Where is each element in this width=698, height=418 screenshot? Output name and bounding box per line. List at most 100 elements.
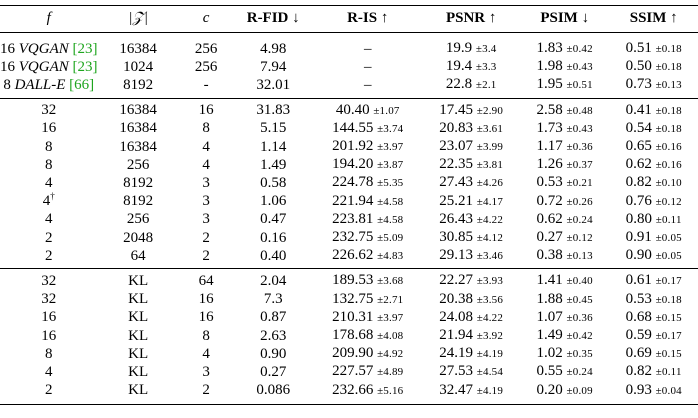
table-row: 4 256 3 0.47 223.81 ±4.58 26.43 ±4.22 0.62 ±0.…: [0, 211, 698, 229]
header-ssim: SSIM ↑: [629, 10, 678, 27]
cell-f: 4: [45, 363, 53, 380]
cell-z: 64: [130, 247, 146, 264]
cell-z: 8192: [123, 193, 154, 210]
cell-ssim: 0.68 ±0.15: [625, 308, 682, 325]
cell-c: 16: [198, 102, 214, 119]
cell-psim: 0.72 ±0.26: [536, 192, 593, 209]
table-row: 16 KL 16 0.87 210.31 ±3.97 24.08 ±4.22 1.07 ±0…: [0, 309, 698, 327]
cell-rfid: 1.06: [260, 193, 287, 210]
cell-z: 16384: [119, 102, 157, 119]
citation-link[interactable]: [23]: [72, 58, 98, 75]
cell-c: -: [203, 76, 209, 93]
cell-psnr: 19.9 ±3.4: [445, 40, 497, 56]
cell-ris: 144.55 ±3.74: [332, 119, 404, 136]
cell-rfid: 5.15: [260, 120, 287, 137]
table-row: 8 KL 4 0.90 209.90 ±4.92 24.19 ±4.19 1.02 ±0.3…: [0, 345, 698, 363]
cell-ssim: 0.51 ±0.18: [625, 40, 682, 56]
cell-f: 2: [45, 382, 53, 399]
table-row: 16 KL 8 2.63 178.68 ±4.08 21.94 ±3.92 1.49 ±0.…: [0, 327, 698, 345]
table-row: 2 KL 2 0.086 232.66 ±5.16 32.47 ±4.19 0.20 ±0.…: [0, 382, 698, 405]
header-psnr: PSNR ↑: [445, 10, 497, 27]
cell-ssim: 0.54 ±0.18: [625, 119, 682, 136]
cell-ssim: 0.73 ±0.13: [625, 76, 682, 93]
cell-ssim: 0.91 ±0.05: [625, 229, 682, 246]
cell-ris: 232.66 ±5.16: [332, 381, 404, 398]
table-row: 16 VQGAN [23] 1024 256 7.94 – 19.4 ±3.3 1.98 ±…: [0, 58, 698, 76]
cell-f: 8: [45, 138, 53, 155]
cell-rfid: 31.83: [256, 102, 291, 119]
cell-ssim: 0.65 ±0.16: [625, 138, 682, 155]
table-row: 32 16384 16 31.83 40.40 ±1.07 17.45 ±2.90 2.58…: [0, 98, 698, 120]
cell-psnr: 29.13 ±3.46: [439, 247, 504, 264]
table-row: 32 KL 16 7.3 132.75 ±2.71 20.38 ±3.56 1.88 ±0.…: [0, 291, 698, 309]
header-codebook-size: |𝒵|: [128, 10, 149, 27]
cell-ris: 189.53 ±3.68: [332, 272, 404, 289]
cell-psim: 0.62 ±0.24: [536, 210, 593, 227]
cell-z: KL: [128, 272, 149, 289]
cell-ris: 226.62 ±4.83: [332, 247, 404, 264]
cell-psim: 1.07 ±0.36: [536, 308, 593, 325]
cell-psim: 0.38 ±0.13: [536, 247, 593, 264]
cell-c: 16: [198, 291, 214, 308]
cell-c: 256: [194, 40, 218, 57]
cell-c: 3: [202, 193, 210, 210]
cell-f: 8: [45, 156, 53, 173]
cell-z: 8192: [123, 76, 154, 93]
cell-psnr: 19.4 ±3.3: [445, 58, 497, 75]
cell-ssim: 0.76 ±0.12: [625, 192, 682, 209]
cell-rfid: 2.63: [260, 327, 287, 344]
cell-ssim: 0.41 ±0.18: [625, 101, 682, 118]
cell-psnr: 25.21 ±4.17: [439, 192, 504, 209]
cell-ris: 209.90 ±4.92: [332, 345, 404, 362]
cell-f: 4: [45, 211, 53, 228]
cell-f: 8 DALL-E [66]: [3, 76, 95, 93]
cell-f: 32: [41, 272, 57, 289]
cell-ssim: 0.50 ±0.18: [625, 58, 682, 75]
cell-z: 16384: [119, 120, 157, 137]
cell-ssim: 0.80 ±0.11: [625, 210, 682, 227]
cell-psnr: 30.85 ±4.12: [439, 229, 504, 246]
results-table: f |𝒵| c R-FID ↓ R-IS ↑ PSNR ↑ PSIM ↓ SSI…: [0, 5, 698, 405]
cell-c: 256: [194, 58, 218, 75]
cell-ris: 178.68 ±4.08: [332, 327, 404, 344]
table-row: 32 KL 64 2.04 189.53 ±3.68 22.27 ±3.93 1.41 ±0…: [0, 269, 698, 291]
citation-link[interactable]: [23]: [72, 40, 98, 57]
cell-psim: 1.02 ±0.35: [536, 345, 593, 362]
cell-ssim: 0.82 ±0.10: [625, 174, 682, 191]
table-row: 8 256 4 1.49 194.20 ±3.87 22.35 ±3.81 1.26 ±0.…: [0, 156, 698, 174]
cell-ris: –: [363, 58, 372, 75]
cell-ris: 201.92 ±3.97: [332, 138, 404, 155]
table-row: 4 KL 3 0.27 227.57 ±4.89 27.53 ±4.54 0.55 ±0.2…: [0, 363, 698, 381]
cell-psim: 2.58 ±0.48: [536, 101, 593, 118]
cell-psim: 1.95 ±0.51: [536, 76, 593, 93]
cell-psnr: 23.07 ±3.99: [439, 138, 504, 155]
cell-z: 1024: [123, 58, 154, 75]
cell-rfid: 0.086: [256, 382, 291, 399]
cell-z: KL: [128, 327, 149, 344]
vq-group: 32 16384 16 31.83 40.40 ±1.07 17.45 ±2.90 2.58…: [0, 98, 698, 269]
cell-rfid: 7.94: [260, 58, 287, 75]
cell-rfid: 0.90: [260, 345, 287, 362]
cell-psim: 1.41 ±0.40: [536, 272, 593, 289]
cell-z: 256: [126, 211, 150, 228]
cell-rfid: 0.40: [260, 247, 287, 264]
header-ris: R-IS ↑: [347, 10, 389, 27]
kl-group: 32 KL 64 2.04 189.53 ±3.68 22.27 ±3.93 1.41 ±0…: [0, 268, 698, 405]
cell-rfid: 0.27: [260, 363, 287, 380]
cell-psim: 1.83 ±0.42: [536, 40, 593, 56]
cell-ssim: 0.61 ±0.17: [625, 272, 682, 289]
cell-rfid: 4.98: [260, 40, 287, 57]
header-c: c: [202, 10, 210, 27]
cell-f: 8: [45, 345, 53, 362]
cell-f: 4†: [42, 191, 55, 210]
cell-c: 3: [202, 363, 210, 380]
baseline-group: 16 VQGAN [23] 16384 256 4.98 – 19.9 ±3.4 1.83 …: [0, 33, 698, 99]
cell-ris: 194.20 ±3.87: [332, 156, 404, 173]
cell-psnr: 21.94 ±3.92: [439, 327, 504, 344]
citation-link[interactable]: [66]: [69, 76, 95, 93]
cell-c: 3: [202, 174, 210, 191]
cell-c: 64: [198, 272, 214, 289]
header-psim: PSIM ↓: [540, 10, 590, 27]
cell-c: 2: [202, 247, 210, 264]
table-row: 16 16384 8 5.15 144.55 ±3.74 20.83 ±3.61 1.73 …: [0, 120, 698, 138]
